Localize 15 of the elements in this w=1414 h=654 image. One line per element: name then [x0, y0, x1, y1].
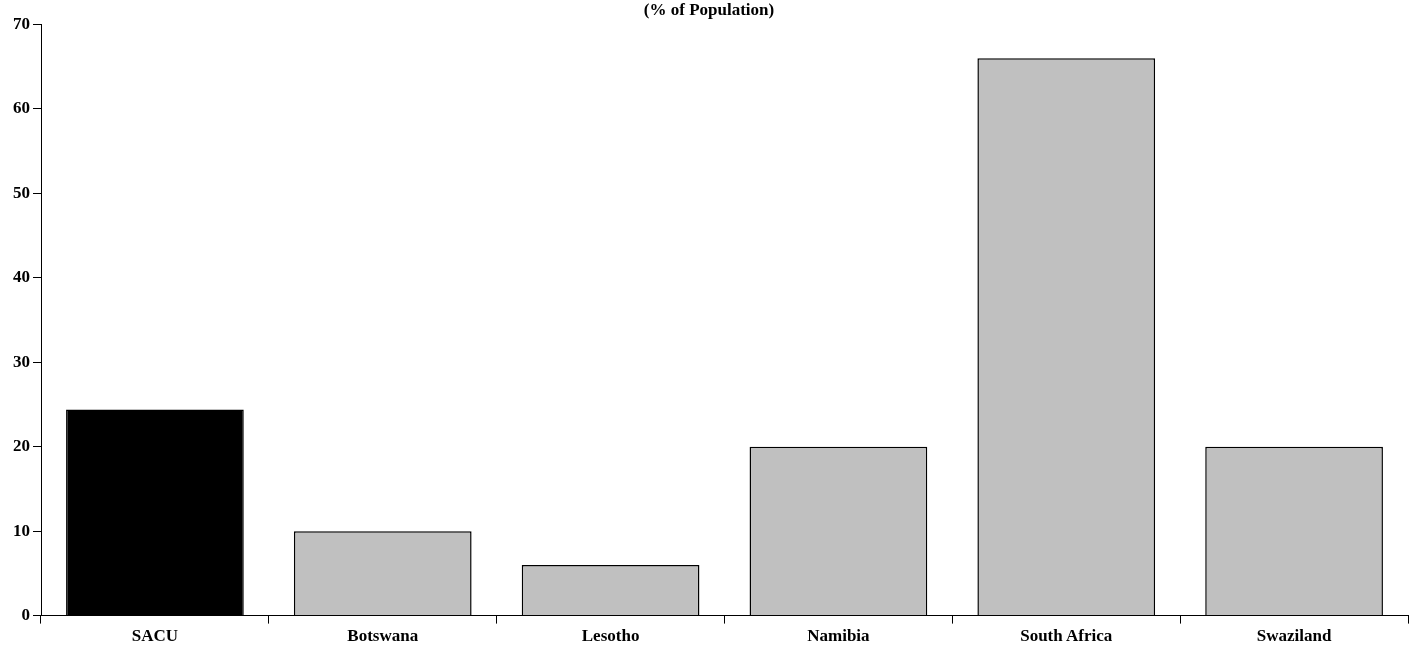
x-tick-label: Namibia	[807, 626, 871, 646]
y-tick-label: 60	[13, 98, 30, 118]
y-tick-label: 40	[13, 267, 30, 287]
y-tick-label: 10	[13, 520, 30, 540]
y-tick-label: 50	[13, 182, 30, 202]
y-tick-label: 70	[13, 13, 30, 33]
y-tick-label: 20	[13, 436, 30, 456]
y-tick-label: 0	[21, 604, 30, 624]
x-tick-label: Botswana	[347, 626, 419, 646]
x-tick-label: South Africa	[1020, 626, 1113, 646]
x-tick-label: Swaziland	[1256, 626, 1332, 646]
chart-title: (% of Population)	[643, 0, 775, 19]
x-tick-label: SACU	[131, 626, 179, 646]
x-tick-label: Lesotho	[581, 626, 640, 646]
y-tick-label: 30	[13, 351, 30, 371]
